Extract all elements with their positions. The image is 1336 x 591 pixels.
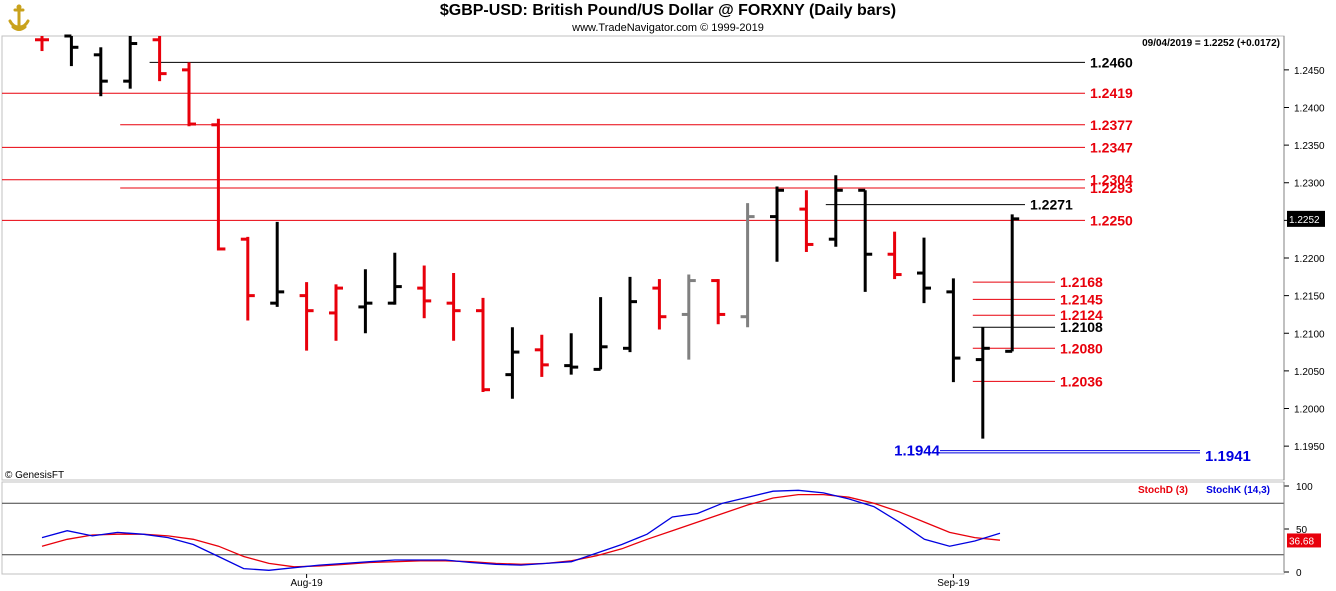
ohlc-bar (446, 273, 461, 341)
stochastic-series-line (41, 489, 1001, 571)
level-label: 1.2347 (1090, 139, 1133, 155)
ohlc-bar (387, 252, 402, 305)
price-axis-tick-label: 1.1950 (1294, 442, 1325, 453)
level-label: 1.2036 (1060, 373, 1103, 389)
ohlc-bar (182, 62, 196, 127)
ohlc-bar (828, 175, 843, 247)
stochastic-axis-tick-label: 100 (1296, 482, 1313, 493)
level-label: 1.2250 (1090, 212, 1133, 228)
ohlc-bar (358, 269, 373, 334)
ohlc-bar (917, 237, 931, 304)
ohlc-bar (681, 274, 696, 360)
price-axis-tick-label: 1.2200 (1294, 254, 1325, 265)
ohlc-bar (1005, 214, 1020, 353)
ohlc-bar (564, 333, 579, 375)
ohlc-bar (93, 47, 108, 97)
ohlc-bar (240, 236, 255, 321)
stochastic-last-value-badge (1287, 533, 1321, 548)
level-label: 1.2293 (1090, 180, 1133, 196)
level-label: 1.2304 (1090, 172, 1133, 188)
ohlc-bar (270, 221, 285, 307)
ohlc-bar (299, 282, 314, 351)
ohlc-bar (946, 278, 961, 383)
ohlc-bar (329, 284, 343, 341)
last-price-badge (1287, 210, 1325, 227)
ohlc-bar (35, 36, 49, 52)
price-axis-tick-label: 1.2450 (1294, 66, 1325, 77)
price-panel-frame (1, 35, 1285, 481)
copyright-label: © GenesisFT (5, 470, 64, 481)
ohlc-bar (740, 203, 755, 328)
chart-title: $GBP-USD: British Pound/US Dollar @ FORX… (439, 2, 897, 19)
ohlc-bar (652, 279, 667, 330)
ohlc-bar (799, 190, 814, 252)
level-label: 1.2080 (1060, 340, 1103, 356)
level-label: 1.2419 (1090, 85, 1133, 101)
ohlc-bar (152, 36, 167, 82)
price-axis-tick-label: 1.2350 (1294, 141, 1325, 152)
ohlc-bar (534, 334, 549, 377)
ohlc-bar (887, 231, 902, 280)
ohlc-bar (623, 276, 637, 353)
ohlc-bar (975, 327, 990, 439)
stochastic-last-value-label: 36.68 (1289, 536, 1314, 547)
price-axis-tick-label: 1.2000 (1294, 405, 1325, 416)
ohlc-bar (123, 36, 138, 89)
level-label: 1.2168 (1060, 274, 1103, 290)
ohlc-bar (476, 297, 490, 392)
price-axis-tick-label: 1.2100 (1294, 329, 1325, 340)
ohlc-bar (858, 188, 873, 292)
ohlc-bar (505, 327, 520, 399)
chart-subtitle: www.TradeNavigator.com © 1999-2019 (572, 22, 764, 34)
level-label: 1.2460 (1090, 54, 1133, 70)
stochastic-panel: StochD (3) StochK (14,3) 100 50 0 36.68 (2, 482, 1321, 579)
ohlc-bar (64, 34, 79, 67)
level-label: 1.2377 (1090, 117, 1133, 133)
price-axis-tick-label: 1.2300 (1294, 179, 1325, 190)
level-label: 1.2108 (1060, 319, 1103, 335)
price-axis-tick-label: 1.2150 (1294, 292, 1325, 303)
stochastic-panel-frame (1, 481, 1285, 575)
last-price-badge-label: 1.2252 (1289, 215, 1320, 226)
trade-navigator-logo-icon (4, 3, 34, 33)
level-label: 1.2271 (1030, 197, 1073, 213)
price-axis: 1.1950 1.2000 1.2050 1.2100 1.2150 1.2200 1.22… (1283, 36, 1325, 480)
date-axis-label: Aug-19 (290, 578, 323, 589)
price-bars (35, 34, 1020, 439)
stochastic-axis-tick-label: 0 (1296, 568, 1302, 579)
blue-level-left-label: 1.1944 (894, 443, 941, 460)
level-label: 1.2124 (1060, 307, 1103, 323)
ohlc-bar (593, 297, 608, 371)
stochastic-series-line (41, 493, 1001, 568)
ohlc-bar (211, 118, 226, 251)
ohlc-bar (417, 265, 432, 319)
price-axis-tick-label: 1.2050 (1294, 367, 1325, 378)
price-axis-tick-label: 1.2400 (1294, 103, 1325, 114)
ohlc-bar (770, 186, 784, 262)
price-readout: 09/04/2019 = 1.2252 (+0.0172) (1142, 38, 1280, 49)
date-axis: Aug-19 Sep-19 (290, 574, 970, 589)
level-label: 1.2145 (1060, 291, 1103, 307)
date-axis-label: Sep-19 (937, 578, 970, 589)
stochastic-legend-d: StochD (3) (1138, 485, 1188, 496)
blue-level-right-label: 1.1941 (1205, 448, 1251, 465)
stochastic-legend-k: StochK (14,3) (1206, 485, 1270, 496)
stochastic-axis-tick-label: 50 (1296, 525, 1308, 536)
ohlc-bar (711, 279, 726, 325)
